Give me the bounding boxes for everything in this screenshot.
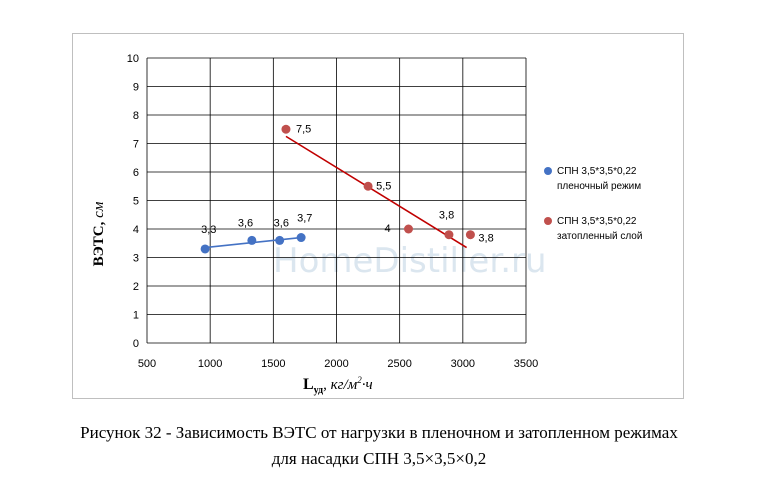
x-tick-label: 3000 <box>451 358 475 370</box>
data-point <box>363 181 373 191</box>
data-points <box>200 124 475 254</box>
data-label: 3,8 <box>478 233 493 245</box>
data-label: 3,6 <box>238 217 253 229</box>
data-point <box>275 235 285 245</box>
legend: СПН 3,5*3,5*0,22 пленочный режим СПН 3,5*3… <box>544 166 642 242</box>
x-tick-label: 2000 <box>324 358 348 370</box>
x-tick-labels: 500 1000 1500 2000 2500 3000 3500 <box>138 358 538 370</box>
y-tick-label: 1 <box>133 310 139 322</box>
y-tick-label: 4 <box>133 224 139 236</box>
legend-entry: СПН 3,5*3,5*0,22 затопленный слой <box>557 216 642 242</box>
watermark: HomeDistiller.ru <box>273 241 547 281</box>
x-tick-label: 1000 <box>198 358 222 370</box>
data-label: 3,6 <box>274 217 289 229</box>
data-label: 3,7 <box>297 213 312 225</box>
y-tick-label: 3 <box>133 253 139 265</box>
legend-marker <box>544 167 552 175</box>
data-label: 5,5 <box>376 180 391 192</box>
data-point <box>465 230 475 240</box>
x-axis-label: Lуд, кг/м2·ч <box>303 375 373 396</box>
data-point <box>247 235 257 245</box>
y-tick-label: 6 <box>133 167 139 179</box>
caption-line-1: Рисунок 32 - Зависимость ВЭТС от нагрузк… <box>80 423 678 442</box>
y-tick-label: 9 <box>133 82 139 94</box>
x-tick-label: 2500 <box>387 358 411 370</box>
x-tick-label: 3500 <box>514 358 538 370</box>
legend-marker <box>544 217 552 225</box>
legend-entry: СПН 3,5*3,5*0,22 пленочный режим <box>557 166 641 192</box>
x-tick-label: 1500 <box>261 358 285 370</box>
y-tick-label: 5 <box>133 196 139 208</box>
y-tick-label: 0 <box>133 338 139 350</box>
chart-area: HomeDistiller.ru 3,33,6 3,6 3,77,55,543,83… <box>91 53 642 396</box>
data-label: 3,8 <box>439 210 454 222</box>
data-label: 4 <box>385 223 391 235</box>
y-axis-label: ВЭТС, см <box>91 201 107 266</box>
y-tick-label: 2 <box>133 281 139 293</box>
caption-line-2: для насадки СПН 3,5×3,5×0,2 <box>271 449 487 468</box>
trend-lines <box>205 135 468 249</box>
data-labels: 3,3 3,6 3,6 3,7 7,5 5,5 4 3,8 3,8 <box>201 123 494 244</box>
chart-frame: HomeDistiller.ru 3,3 3,6 3,6 3,7 7,5 5,5 4 3,8 3… <box>72 33 684 399</box>
data-label: 3,3 <box>201 224 216 236</box>
y-tick-label: 10 <box>127 53 139 65</box>
data-point <box>200 244 210 254</box>
grid <box>146 57 527 344</box>
data-label: 7,5 <box>296 123 311 135</box>
y-tick-label: 7 <box>133 139 139 151</box>
data-point <box>404 224 414 234</box>
y-tick-label: 8 <box>133 110 139 122</box>
y-tick-labels: 0 1 2 3 4 5 6 7 8 9 10 <box>127 53 139 350</box>
data-point <box>296 233 306 243</box>
trend-line-1 <box>285 135 468 249</box>
figure-caption: Рисунок 32 - Зависимость ВЭТС от нагрузк… <box>0 420 758 472</box>
data-point <box>444 230 454 240</box>
x-tick-label: 500 <box>138 358 156 370</box>
data-point <box>281 124 291 134</box>
